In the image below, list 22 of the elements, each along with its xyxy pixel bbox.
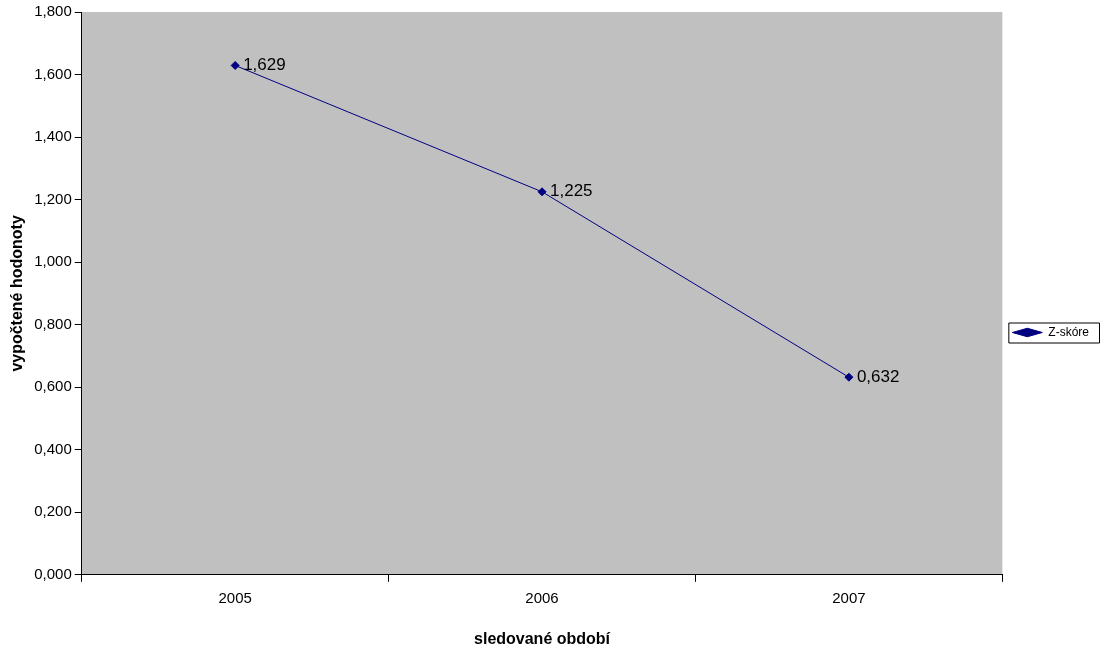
y-tick-label: 0,600 [34, 377, 72, 395]
y-tick-label: 0,800 [34, 314, 72, 332]
point [844, 372, 854, 382]
x-tick-label: 2005 [218, 588, 252, 606]
data-label: 1,225 [550, 181, 593, 201]
y-axis-title: vypočtené hodonoty [8, 215, 26, 372]
x-tick-label: 2007 [832, 588, 866, 606]
y-tick-label: 0,200 [34, 502, 72, 520]
legend-label: Z-skóre [1048, 324, 1090, 339]
x-axis-title: sledované období [474, 629, 611, 647]
y-tick-label: 1,200 [34, 189, 72, 207]
y-tick-label: 1,400 [34, 127, 72, 145]
x-tick-label: 2006 [525, 588, 559, 606]
data-label: 1,629 [243, 55, 286, 75]
y-tick-label: 1,600 [34, 64, 72, 82]
point [230, 60, 240, 70]
point [537, 187, 547, 197]
y-tick-label: 0,000 [34, 564, 72, 582]
y-tick-label: 1,800 [34, 2, 72, 20]
data-label: 0,632 [856, 366, 900, 386]
y-tick-label: 1,000 [34, 252, 72, 270]
y-tick-label: 0,400 [34, 439, 72, 457]
